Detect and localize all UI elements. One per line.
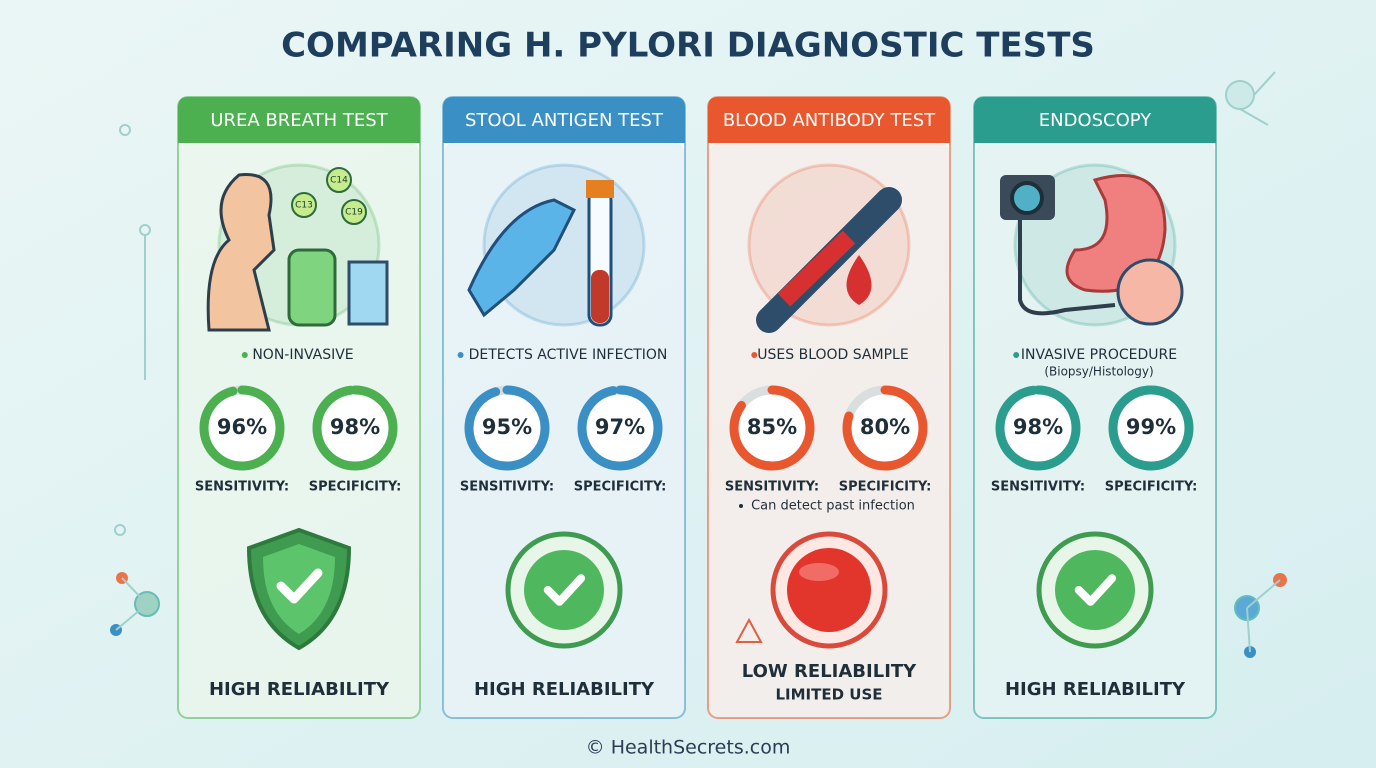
card-tint xyxy=(709,143,949,717)
test-card: ENDOSCOPY INVASIVE PROCEDURE (Biopsy/Histo… xyxy=(973,96,1217,719)
zoom xyxy=(1116,258,1184,326)
subverdict: LIMITED USE xyxy=(775,686,882,704)
extra-note: Can detect past infection xyxy=(751,499,915,514)
test-card: BLOOD ANTIBODY TEST USES BLOOD SAMPLE 85% S… xyxy=(707,96,951,719)
bullet xyxy=(457,352,464,358)
metric-name: SPECIFICITY: xyxy=(574,480,667,495)
note: NON-INVASIVE xyxy=(252,347,353,363)
metric-name: SENSITIVITY: xyxy=(460,480,554,495)
note: INVASIVE PROCEDURE xyxy=(1021,347,1177,363)
note: USES BLOOD SAMPLE xyxy=(757,347,908,363)
card-header xyxy=(708,97,950,143)
metric-name: SPECIFICITY: xyxy=(1105,480,1198,495)
ring-arc xyxy=(312,385,398,471)
metric-name: SENSITIVITY: xyxy=(195,480,289,495)
molecule-label: C14 xyxy=(330,176,348,186)
syringe-blood xyxy=(777,230,856,307)
footer: © HealthSecrets.com xyxy=(586,737,791,759)
note: DETECTS ACTIVE INFECTION xyxy=(469,347,668,363)
molecule xyxy=(326,167,352,193)
molecule-label: C13 xyxy=(295,201,313,211)
metric-name: SPECIFICITY: xyxy=(839,480,932,495)
metric-name: SPECIFICITY: xyxy=(309,480,402,495)
test-card: STOOL ANTIGEN TEST DETECTS ACTIVE INFECTI… xyxy=(442,96,686,719)
ring-label: 96% xyxy=(217,415,267,439)
scope-cable xyxy=(1018,220,1116,316)
ring-label: 85% xyxy=(747,415,797,439)
ring-arc xyxy=(995,385,1081,471)
tube-liquid xyxy=(591,270,609,323)
metric-name: SENSITIVITY: xyxy=(991,480,1085,495)
ring-arc xyxy=(842,385,928,471)
ring-label: 98% xyxy=(330,415,380,439)
ring-label: 80% xyxy=(860,415,910,439)
badge xyxy=(524,550,604,630)
bullet xyxy=(1013,352,1020,358)
test-card: UREA BREATH TEST C14 C13 C19 NON-INVASIVE 96%… xyxy=(177,96,421,719)
molecule xyxy=(291,192,317,218)
ring-arc xyxy=(1108,385,1194,471)
blood-drop xyxy=(846,255,872,305)
card-header xyxy=(443,97,685,143)
ring-arc xyxy=(464,385,550,471)
molecule xyxy=(341,199,367,225)
verdict: HIGH RELIABILITY xyxy=(209,679,390,700)
badge xyxy=(787,548,871,632)
lens xyxy=(1010,181,1044,215)
ring-label: 98% xyxy=(1013,415,1063,439)
decor xyxy=(110,71,1287,658)
ring-label: 95% xyxy=(482,415,532,439)
flask xyxy=(287,248,337,327)
badge-shine xyxy=(799,563,839,581)
bullet xyxy=(241,352,248,358)
badge xyxy=(1055,550,1135,630)
person xyxy=(206,173,276,332)
check-icon xyxy=(276,568,323,604)
subnote: (Biopsy/Histology) xyxy=(1044,365,1153,379)
ring-arc xyxy=(577,385,663,471)
check-icon xyxy=(543,574,586,606)
card-title: UREA BREATH TEST xyxy=(210,110,388,131)
verdict: HIGH RELIABILITY xyxy=(1005,679,1186,700)
card-header xyxy=(974,97,1216,143)
verdict: HIGH RELIABILITY xyxy=(474,679,655,700)
molecule-label: C19 xyxy=(345,208,363,218)
ring-label: 99% xyxy=(1126,415,1176,439)
metric-name: SENSITIVITY: xyxy=(725,480,819,495)
warning-icon xyxy=(735,617,763,643)
cup xyxy=(347,260,389,326)
card-header xyxy=(178,97,420,143)
bullet xyxy=(739,504,743,508)
ring-label: 97% xyxy=(595,415,645,439)
verdict: LOW RELIABILITY xyxy=(742,661,917,682)
ring-arc xyxy=(729,385,815,471)
page-title: COMPARING H. PYLORI DIAGNOSTIC TESTS xyxy=(281,26,1095,66)
glove xyxy=(467,198,577,318)
check-icon xyxy=(1074,574,1117,606)
bullet xyxy=(751,352,758,358)
card-title: STOOL ANTIGEN TEST xyxy=(465,110,664,131)
ring-arc xyxy=(199,385,285,471)
card-title: ENDOSCOPY xyxy=(1039,110,1152,131)
card-title: BLOOD ANTIBODY TEST xyxy=(723,110,936,131)
tube-cap xyxy=(586,180,614,198)
